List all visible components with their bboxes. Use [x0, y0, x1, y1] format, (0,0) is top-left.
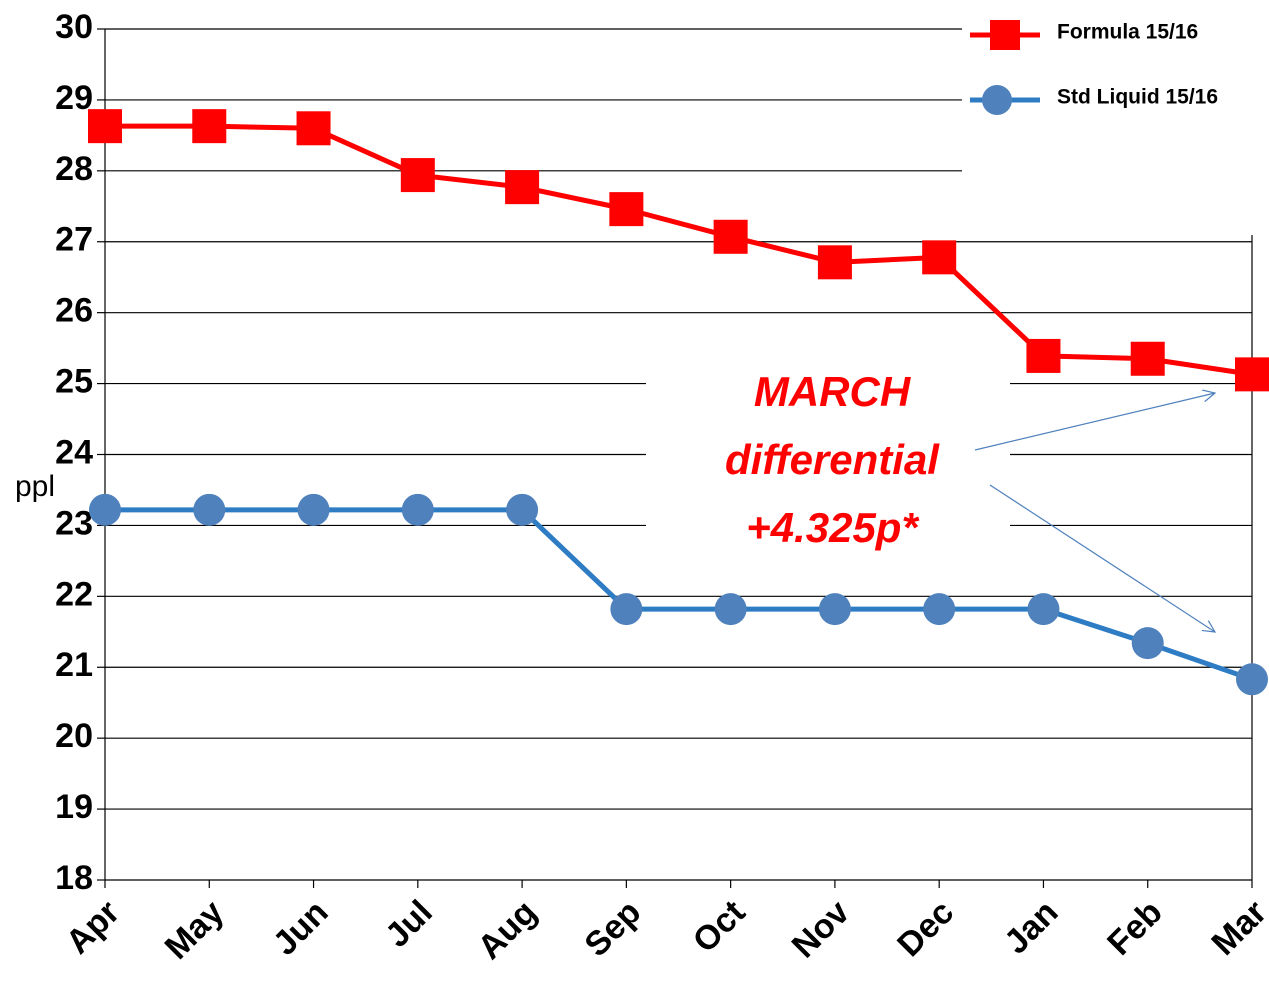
data-point — [610, 593, 643, 626]
series-line — [105, 123, 1253, 377]
x-tick-label: Nov — [785, 893, 857, 965]
x-tick-label: Sep — [577, 893, 648, 964]
legend-label: Std Liquid 15/16 — [1057, 86, 1218, 109]
data-point — [401, 493, 434, 526]
y-tick-label: 27 — [55, 221, 93, 259]
x-tick-label: Aug — [470, 893, 544, 967]
annotation: differential — [725, 436, 940, 483]
x-tick-label: Apr — [59, 893, 127, 961]
legend-marker — [990, 20, 1020, 50]
data-point — [923, 593, 956, 626]
annotation-arrow — [989, 484, 1215, 632]
y-tick-label: 18 — [55, 859, 93, 897]
x-tick-label: Dec — [890, 893, 961, 964]
data-point — [713, 219, 748, 254]
y-axis-label: ppl — [15, 470, 55, 503]
data-point — [193, 493, 226, 526]
x-tick-label: Jun — [266, 893, 336, 963]
annotation-arrow — [974, 393, 1215, 451]
data-point — [505, 170, 540, 205]
data-point — [1130, 341, 1165, 376]
annotation-background — [646, 366, 1010, 562]
series-line — [105, 507, 1253, 682]
data-point — [400, 158, 435, 193]
x-tick-label: May — [158, 893, 232, 967]
x-tick-label: Mar — [1204, 893, 1269, 963]
y-tick-label: 26 — [55, 292, 93, 330]
data-point — [714, 593, 747, 626]
annotation: +4.325p* — [746, 504, 919, 551]
legend-marker — [982, 85, 1012, 115]
data-point — [1236, 663, 1268, 696]
annotation: MARCH — [754, 368, 912, 415]
x-tick-label: Jul — [378, 893, 440, 955]
data-point — [506, 493, 539, 526]
y-tick-label: 22 — [55, 575, 93, 613]
data-point — [1027, 593, 1060, 626]
data-point — [296, 111, 331, 146]
data-point — [817, 245, 852, 280]
data-point — [1026, 338, 1061, 373]
data-point — [297, 493, 330, 526]
data-point — [1131, 627, 1164, 660]
data-point — [192, 109, 227, 144]
data-point — [88, 109, 122, 144]
data-point — [818, 593, 851, 626]
legend-label: Formula 15/16 — [1057, 21, 1198, 44]
x-tick-label: Feb — [1100, 893, 1170, 963]
data-point — [1235, 357, 1269, 392]
x-tick-label: Oct — [686, 893, 753, 960]
y-tick-label: 21 — [55, 646, 93, 684]
data-point — [89, 493, 121, 526]
y-tick-label: 30 — [55, 8, 93, 46]
y-tick-label: 23 — [55, 504, 93, 542]
y-tick-label: 28 — [55, 150, 93, 188]
data-point — [609, 192, 644, 227]
x-tick-label: Jan — [997, 893, 1065, 961]
data-point — [922, 240, 957, 275]
y-tick-label: 20 — [55, 717, 93, 755]
y-tick-label: 25 — [55, 363, 93, 401]
y-tick-label: 29 — [55, 79, 93, 117]
y-tick-label: 24 — [55, 433, 93, 471]
y-tick-label: 19 — [55, 788, 93, 826]
